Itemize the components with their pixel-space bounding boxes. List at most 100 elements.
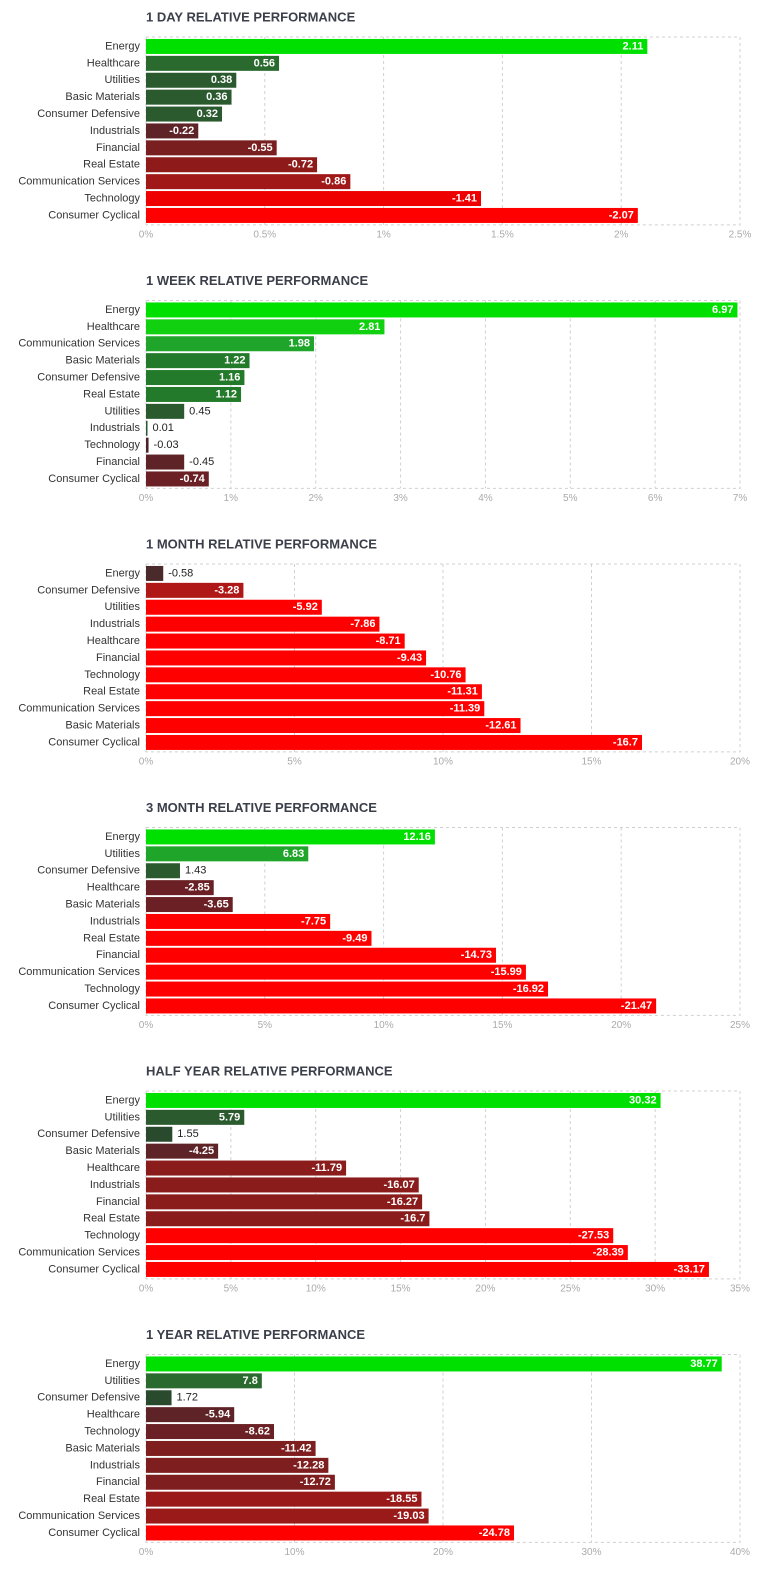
value-label: -12.72 (300, 1476, 331, 1488)
bar (146, 207, 638, 223)
bar (146, 964, 526, 980)
bar (146, 1245, 628, 1261)
x-tick-label: 35% (730, 1284, 750, 1295)
bar (146, 981, 549, 997)
category-label: Consumer Cyclical (48, 473, 140, 485)
x-tick-label: 10% (306, 1284, 326, 1295)
x-tick-label: 10% (433, 757, 453, 768)
bar (146, 1092, 661, 1108)
value-label: -0.86 (321, 176, 346, 188)
x-tick-label: 15% (492, 1020, 512, 1031)
category-label: Communication Services (18, 966, 140, 978)
x-tick-label: 25% (560, 1284, 580, 1295)
value-label: 1.98 (289, 338, 310, 350)
value-label: -27.53 (578, 1230, 609, 1242)
plot-frame (145, 1090, 741, 1280)
value-label: -0.58 (168, 567, 193, 579)
category-label: Consumer Defensive (37, 865, 140, 877)
x-tick-label: 1% (376, 230, 391, 241)
bar (146, 616, 380, 632)
value-label: -16.7 (400, 1213, 425, 1225)
value-label: -2.07 (609, 209, 634, 221)
category-label: Technology (84, 1230, 140, 1242)
category-label: Consumer Cyclical (48, 1263, 140, 1275)
chart-title: 1 WEEK RELATIVE PERFORMANCE (146, 273, 369, 288)
x-tick-label: 0% (139, 1547, 154, 1558)
x-tick-label: 2% (308, 493, 323, 504)
x-tick-label: 1.5% (491, 230, 514, 241)
x-tick-label: 7% (733, 493, 748, 504)
category-label: Consumer Cyclical (48, 1527, 140, 1539)
x-tick-label: 40% (730, 1547, 750, 1558)
bar (146, 106, 223, 122)
bar (146, 1457, 329, 1473)
value-label: -11.39 (450, 703, 481, 715)
category-label: Communication Services (18, 1510, 140, 1522)
bar (146, 1356, 722, 1372)
bar (146, 582, 244, 598)
category-label: Consumer Defensive (37, 584, 140, 596)
x-tick-label: 15% (391, 1284, 411, 1295)
bar (146, 55, 280, 71)
value-label: 6.97 (712, 304, 733, 316)
value-label: -33.17 (674, 1263, 705, 1275)
value-label: -0.45 (189, 456, 214, 468)
x-tick-label: 0% (139, 757, 154, 768)
bar (146, 1373, 262, 1389)
x-tick-label: 20% (433, 1547, 453, 1558)
value-label: -7.86 (350, 618, 375, 630)
category-label: Consumer Cyclical (48, 1000, 140, 1012)
bar (146, 89, 232, 105)
chart-title: 3 MONTH RELATIVE PERFORMANCE (146, 800, 377, 815)
category-label: Technology (84, 192, 140, 204)
category-label: Industrials (90, 422, 141, 434)
value-label: 38.77 (690, 1358, 718, 1370)
bar (146, 1491, 422, 1507)
value-label: -2.85 (185, 882, 210, 894)
bar (146, 897, 233, 913)
category-label: Real Estate (83, 1213, 140, 1225)
x-tick-label: 15% (581, 757, 601, 768)
category-label: Real Estate (83, 686, 140, 698)
value-label: -4.25 (189, 1145, 214, 1157)
value-label: -12.28 (293, 1459, 324, 1471)
bar (146, 1126, 173, 1142)
bar (146, 947, 496, 963)
category-label: Communication Services (18, 703, 140, 715)
value-label: 12.16 (403, 831, 431, 843)
bar (146, 1228, 614, 1244)
category-label: Real Estate (83, 159, 140, 171)
category-label: Financial (96, 1476, 140, 1488)
bar (146, 1177, 419, 1193)
x-tick-label: 10% (374, 1020, 394, 1031)
bar (146, 1194, 423, 1210)
bar (146, 1143, 219, 1159)
value-label: -16.7 (613, 736, 638, 748)
category-label: Healthcare (87, 57, 140, 69)
bar (146, 880, 214, 896)
category-label: Consumer Cyclical (48, 209, 140, 221)
value-label: -14.73 (461, 949, 492, 961)
value-label: 30.32 (629, 1094, 657, 1106)
value-label: 0.32 (197, 108, 218, 120)
bar (146, 386, 242, 402)
value-label: 1.12 (216, 388, 237, 400)
value-label: -7.75 (301, 915, 326, 927)
category-label: Basic Materials (65, 91, 140, 103)
x-tick-label: 0% (139, 1284, 154, 1295)
x-tick-label: 10% (284, 1547, 304, 1558)
bar (146, 437, 149, 453)
bar (146, 701, 485, 717)
category-label: Real Estate (83, 932, 140, 944)
bar (146, 174, 351, 190)
value-label: -8.71 (376, 635, 401, 647)
category-label: Basic Materials (65, 355, 140, 367)
bar (146, 403, 185, 419)
category-label: Communication Services (18, 1246, 140, 1258)
category-label: Technology (84, 1425, 140, 1437)
category-label: Real Estate (83, 388, 140, 400)
x-tick-label: 5% (287, 757, 302, 768)
category-label: Technology (84, 439, 140, 451)
chart-title: 1 DAY RELATIVE PERFORMANCE (146, 9, 356, 24)
